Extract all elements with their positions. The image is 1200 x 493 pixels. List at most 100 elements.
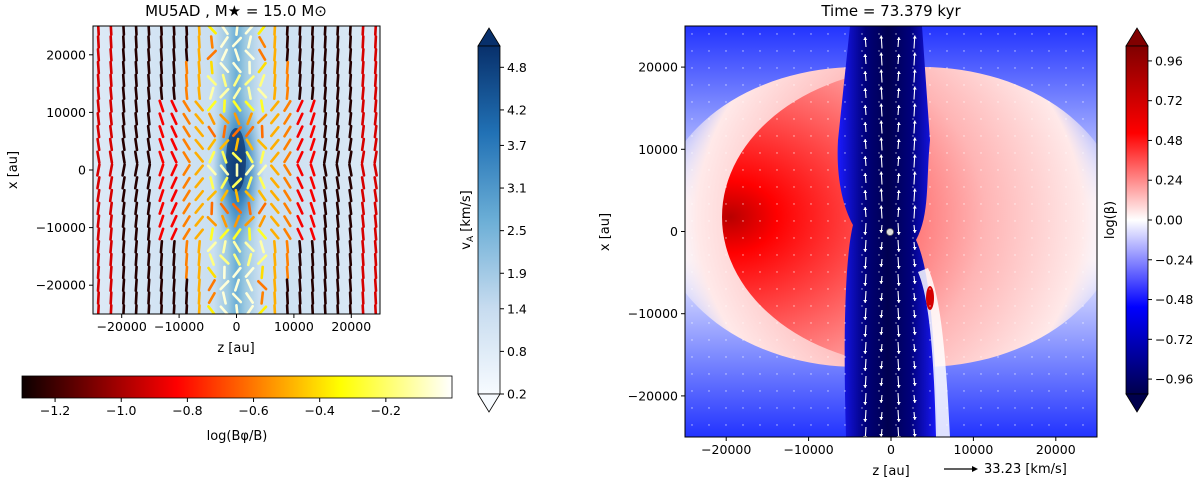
velocity-dot	[912, 152, 913, 153]
field-segment	[98, 216, 99, 227]
velocity-dot	[963, 118, 964, 119]
velocity-dot	[725, 407, 726, 408]
field-segment	[186, 24, 187, 35]
velocity-dot	[997, 237, 998, 238]
field-segment	[98, 101, 99, 112]
velocity-dot	[827, 288, 828, 289]
velocity-dot	[997, 390, 998, 391]
velocity-dot	[997, 356, 998, 357]
field-segment	[274, 254, 275, 265]
panel1-field	[93, 24, 380, 317]
field-segment	[363, 101, 364, 112]
velocity-dot	[997, 101, 998, 102]
velocity-dot	[929, 186, 930, 187]
field-segment	[136, 229, 137, 240]
velocity-dot	[895, 424, 896, 425]
va-colorbar-tick-label: 4.2	[507, 102, 527, 117]
velocity-dot	[997, 424, 998, 425]
velocity-dot	[1082, 203, 1083, 204]
velocity-dot	[946, 152, 947, 153]
velocity-dot	[1014, 407, 1015, 408]
velocity-dot	[742, 67, 743, 68]
field-segment	[136, 101, 137, 112]
field-segment	[123, 190, 125, 201]
field-segment	[337, 241, 338, 252]
field-segment	[161, 293, 162, 304]
field-segment	[363, 305, 364, 316]
velocity-dot	[708, 288, 709, 289]
velocity-dot	[793, 118, 794, 119]
velocity-dot	[912, 50, 913, 51]
velocity-dot	[793, 101, 794, 102]
velocity-dot	[810, 101, 811, 102]
velocity-dot	[1048, 339, 1049, 340]
velocity-dot	[708, 305, 709, 306]
field-segment	[123, 88, 124, 99]
velocity-dot	[929, 288, 930, 289]
velocity-dot	[810, 237, 811, 238]
velocity-dot	[1048, 67, 1049, 68]
velocity-dot	[997, 407, 998, 408]
field-segment	[161, 62, 162, 73]
velocity-dot	[861, 50, 862, 51]
velocity-dot	[725, 254, 726, 255]
field-segment	[136, 203, 137, 214]
velocity-dot	[895, 356, 896, 357]
field-segment	[136, 280, 137, 291]
velocity-dot	[878, 169, 879, 170]
velocity-dot	[827, 118, 828, 119]
velocity-dot	[861, 254, 862, 255]
field-segment	[262, 267, 263, 278]
field-segment	[161, 37, 162, 48]
velocity-dot	[1014, 424, 1015, 425]
field-segment	[300, 241, 301, 252]
velocity-dot	[980, 220, 981, 221]
velocity-dot	[708, 339, 709, 340]
field-segment	[363, 37, 364, 48]
velocity-dot	[742, 152, 743, 153]
field-segment	[161, 267, 162, 278]
velocity-dot	[929, 203, 930, 204]
field-segment	[111, 101, 112, 112]
field-segment	[325, 101, 326, 112]
field-segment	[186, 37, 187, 48]
velocity-dot	[1048, 271, 1049, 272]
velocity-dot	[980, 84, 981, 85]
velocity-dot	[691, 373, 692, 374]
velocity-dot	[810, 305, 811, 306]
field-segment	[123, 177, 125, 188]
velocity-dot	[1014, 33, 1015, 34]
field-segment	[375, 152, 377, 163]
panel2-xtick-label: 0	[887, 442, 895, 457]
velocity-dot	[963, 152, 964, 153]
velocity-dot	[708, 33, 709, 34]
panel1-ytick-label: −20000	[36, 278, 86, 293]
field-segment	[312, 24, 313, 35]
velocity-dot	[980, 373, 981, 374]
velocity-dot	[1082, 322, 1083, 323]
velocity-dot	[810, 67, 811, 68]
field-segment	[325, 229, 326, 240]
field-segment	[110, 177, 112, 188]
velocity-dot	[946, 169, 947, 170]
velocity-dot	[963, 339, 964, 340]
velocity-dot	[980, 322, 981, 323]
field-segment	[350, 113, 351, 124]
velocity-dot	[759, 67, 760, 68]
velocity-dot	[1014, 186, 1015, 187]
field-segment	[375, 139, 377, 150]
velocity-dot	[1065, 186, 1066, 187]
field-segment	[350, 75, 351, 86]
field-segment	[148, 254, 149, 265]
velocity-dot	[725, 271, 726, 272]
field-segment	[375, 190, 377, 201]
velocity-dot	[980, 186, 981, 187]
velocity-dot	[1014, 50, 1015, 51]
field-segment	[362, 126, 363, 137]
velocity-dot	[1031, 407, 1032, 408]
velocity-dot	[1014, 101, 1015, 102]
velocity-dot	[810, 424, 811, 425]
field-segment	[148, 216, 149, 227]
velocity-dot	[776, 169, 777, 170]
velocity-dot	[1014, 373, 1015, 374]
